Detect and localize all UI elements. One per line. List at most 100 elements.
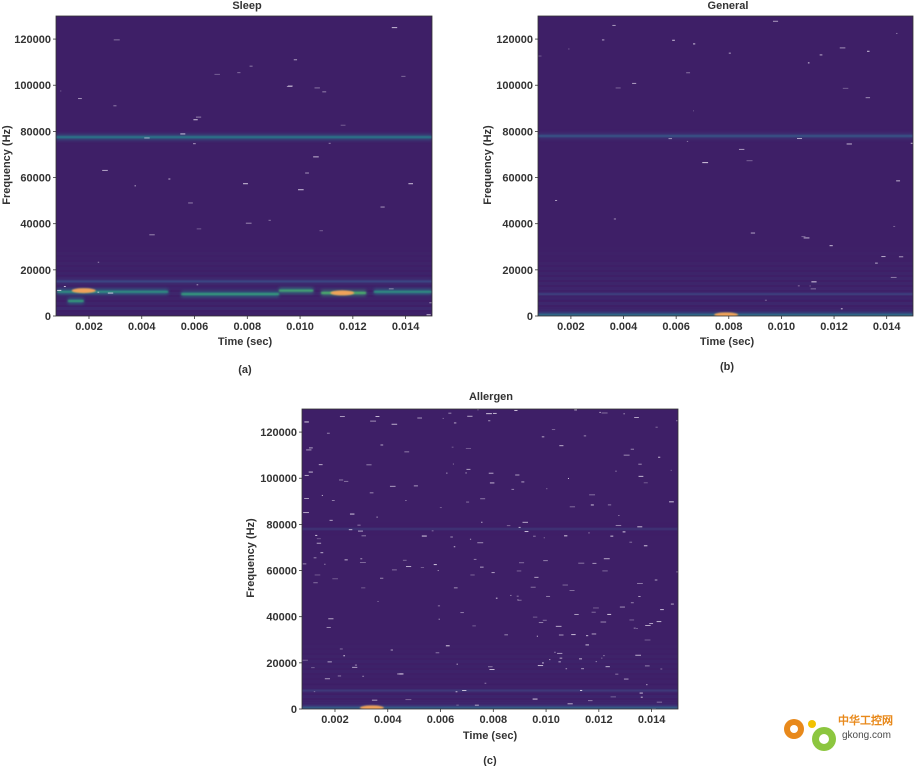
- y-tick-label: 40000: [266, 612, 297, 624]
- gear-icon: [784, 719, 836, 751]
- noise-speckle: [413, 485, 418, 487]
- noise-speckle: [565, 668, 568, 670]
- noise-speckle: [193, 143, 196, 145]
- noise-speckle: [574, 613, 579, 615]
- x-tick-label: 0.012: [339, 321, 367, 333]
- noise-speckle: [551, 429, 556, 431]
- noise-row: [538, 272, 913, 275]
- panel-caption: (a): [238, 364, 252, 376]
- noise-speckle: [585, 644, 589, 646]
- y-tick-label: 80000: [502, 126, 533, 138]
- noise-speckle: [623, 413, 625, 415]
- noise-row: [56, 252, 432, 255]
- noise-speckle: [630, 602, 634, 604]
- x-tick-label: 0.008: [715, 321, 743, 333]
- y-tick-label: 0: [291, 704, 297, 716]
- noise-speckle: [522, 521, 529, 523]
- noise-speckle: [308, 471, 313, 473]
- noise-speckle: [571, 634, 576, 636]
- noise-speckle: [391, 27, 398, 29]
- noise-speckle: [486, 413, 492, 415]
- noise-row: [56, 307, 432, 310]
- noise-speckle: [686, 72, 691, 74]
- x-tick-label: 0.010: [532, 714, 560, 726]
- noise-speckle: [188, 202, 193, 204]
- x-tick-label: 0.012: [820, 321, 848, 333]
- noise-row: [302, 680, 678, 683]
- y-axis-label: Frequency (Hz): [245, 518, 257, 598]
- noise-row: [302, 640, 678, 643]
- noise-speckle: [567, 703, 573, 705]
- y-tick-label: 60000: [20, 173, 51, 185]
- noise-speckle: [542, 662, 544, 664]
- noise-speckle: [672, 39, 675, 41]
- noise-speckle: [516, 599, 519, 601]
- noise-speckle: [451, 446, 454, 448]
- noise-speckle: [435, 652, 440, 654]
- noise-speckle: [193, 119, 198, 121]
- noise-speckle: [516, 570, 522, 572]
- hotspot: [714, 312, 739, 316]
- x-axis-label: Time (sec): [700, 336, 755, 348]
- noise-speckle: [144, 137, 150, 139]
- noise-row: [538, 297, 913, 300]
- noise-speckle: [511, 488, 515, 490]
- noise-speckle: [389, 485, 396, 487]
- noise-speckle: [314, 574, 321, 576]
- noise-speckle: [588, 532, 590, 534]
- noise-speckle: [195, 116, 202, 118]
- noise-speckle: [590, 504, 594, 506]
- frequency-band-core: [56, 280, 432, 283]
- noise-speckle: [549, 659, 551, 661]
- noise-row: [302, 655, 678, 658]
- noise-speckle: [420, 567, 425, 569]
- noise-speckle: [533, 535, 536, 537]
- noise-speckle: [316, 538, 321, 540]
- noise-speckle: [536, 635, 538, 637]
- noise-speckle: [764, 299, 767, 301]
- noise-speckle: [649, 623, 654, 625]
- noise-speckle: [97, 261, 100, 263]
- noise-speckle: [578, 562, 585, 564]
- noise-speckle: [644, 639, 651, 641]
- noise-speckle: [686, 140, 689, 142]
- noise-speckle: [603, 558, 610, 560]
- noise-speckle: [586, 635, 589, 637]
- noise-speckle: [702, 162, 709, 164]
- x-axis-label: Time (sec): [463, 730, 518, 742]
- noise-row: [302, 670, 678, 673]
- noise-speckle: [896, 32, 898, 34]
- noise-speckle: [287, 85, 293, 87]
- watermark: 中华工控网 gkong.com: [784, 713, 893, 751]
- x-axis-ticks: 0.002 0.004 0.006 0.008 0.010 0.012 0.014: [75, 316, 420, 333]
- noise-speckle: [417, 417, 423, 419]
- noise-speckle: [518, 526, 521, 528]
- noise-row: [538, 247, 913, 250]
- y-tick-label: 100000: [260, 473, 297, 485]
- noise-speckle: [78, 98, 82, 100]
- noise-speckle: [339, 416, 345, 418]
- noise-speckle: [797, 138, 803, 140]
- noise-speckle: [465, 447, 472, 449]
- noise-speckle: [811, 281, 817, 283]
- noise-speckle: [375, 416, 380, 418]
- noise-speckle: [867, 50, 870, 52]
- x-tick-label: 0.004: [610, 321, 638, 333]
- noise-speckle: [568, 48, 570, 50]
- noise-speckle: [506, 525, 511, 527]
- noise-speckle: [63, 286, 66, 288]
- x-tick-label: 0.008: [480, 714, 508, 726]
- noise-speckle: [668, 138, 673, 140]
- noise-row: [56, 297, 432, 300]
- noise-speckle: [615, 87, 621, 89]
- y-tick-label: 60000: [266, 566, 297, 578]
- x-tick-label: 0.014: [638, 714, 666, 726]
- noise-speckle: [559, 445, 564, 447]
- noise-speckle: [670, 603, 674, 605]
- noise-speckle: [59, 90, 62, 92]
- noise-speckle: [421, 535, 427, 537]
- noise-speckle: [492, 412, 497, 414]
- hotspot: [330, 290, 355, 296]
- noise-speckle: [328, 142, 331, 144]
